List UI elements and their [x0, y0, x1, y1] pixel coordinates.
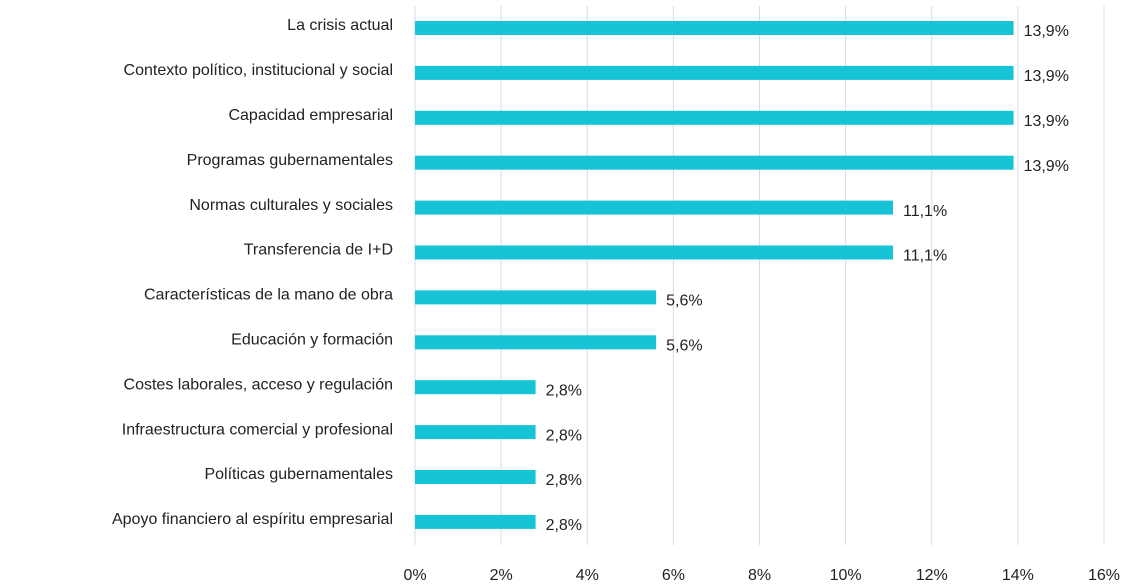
bar: [415, 65, 1014, 80]
y-tick-label: Características de la mano de obra: [144, 287, 393, 304]
x-tick-label: 10%: [830, 567, 862, 584]
value-label: 13,9%: [1024, 113, 1069, 130]
y-tick-label: Transferencia de I+D: [244, 242, 393, 259]
x-tick-label: 8%: [748, 567, 771, 584]
x-tick-label: 4%: [576, 567, 599, 584]
value-label: 2,8%: [546, 517, 582, 534]
bar: [415, 200, 893, 215]
value-label: 13,9%: [1024, 158, 1069, 175]
value-label: 2,8%: [546, 382, 582, 399]
y-tick-label: Apoyo financiero al espíritu empresarial: [112, 511, 393, 528]
x-tick-label: 2%: [490, 567, 513, 584]
y-tick-label: Infraestructura comercial y profesional: [122, 421, 393, 438]
value-label: 2,8%: [546, 472, 582, 489]
x-tick-label: 16%: [1088, 567, 1120, 584]
bar: [415, 425, 536, 440]
bar: [415, 514, 536, 529]
bar: [415, 470, 536, 484]
x-tick-label: 6%: [662, 567, 685, 584]
x-tick-label: 0%: [403, 567, 426, 584]
x-tick-label: 14%: [1002, 567, 1034, 584]
y-tick-label: Educación y formación: [231, 332, 393, 349]
y-tick-label: Políticas gubernamentales: [204, 466, 393, 483]
value-label: 11,1%: [903, 203, 947, 220]
y-tick-label: Costes laborales, acceso y regulación: [124, 376, 393, 393]
x-tick-label: 12%: [916, 567, 948, 584]
bar: [415, 290, 657, 305]
y-tick-label: La crisis actual: [287, 17, 393, 34]
value-label: 11,1%: [903, 248, 947, 265]
bar: [415, 380, 536, 395]
y-tick-label: Capacidad empresarial: [228, 107, 393, 124]
y-tick-label: Contexto político, institucional y socia…: [124, 62, 393, 79]
bar: [415, 155, 1014, 170]
bar: [415, 110, 1014, 125]
bar: [415, 245, 893, 260]
value-label: 5,6%: [666, 293, 702, 310]
value-label: 13,9%: [1024, 68, 1069, 85]
y-tick-label: Normas culturales y sociales: [189, 197, 393, 214]
value-label: 13,9%: [1024, 23, 1069, 40]
bar: [415, 21, 1014, 35]
bar: [415, 335, 657, 350]
value-label: 2,8%: [546, 427, 582, 444]
value-label: 5,6%: [666, 338, 702, 355]
y-tick-label: Programas gubernamentales: [187, 152, 393, 169]
